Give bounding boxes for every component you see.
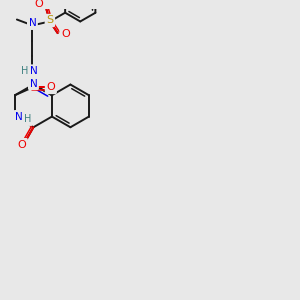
Text: O: O bbox=[35, 0, 44, 9]
Text: S: S bbox=[46, 16, 53, 26]
Text: N: N bbox=[29, 66, 37, 76]
Text: H: H bbox=[21, 66, 28, 76]
Text: H: H bbox=[24, 115, 31, 124]
Text: O: O bbox=[17, 140, 26, 150]
Text: N: N bbox=[30, 79, 37, 88]
Text: N: N bbox=[15, 112, 23, 122]
Text: N: N bbox=[28, 18, 36, 28]
Text: O: O bbox=[61, 29, 70, 39]
Text: O: O bbox=[46, 82, 55, 92]
